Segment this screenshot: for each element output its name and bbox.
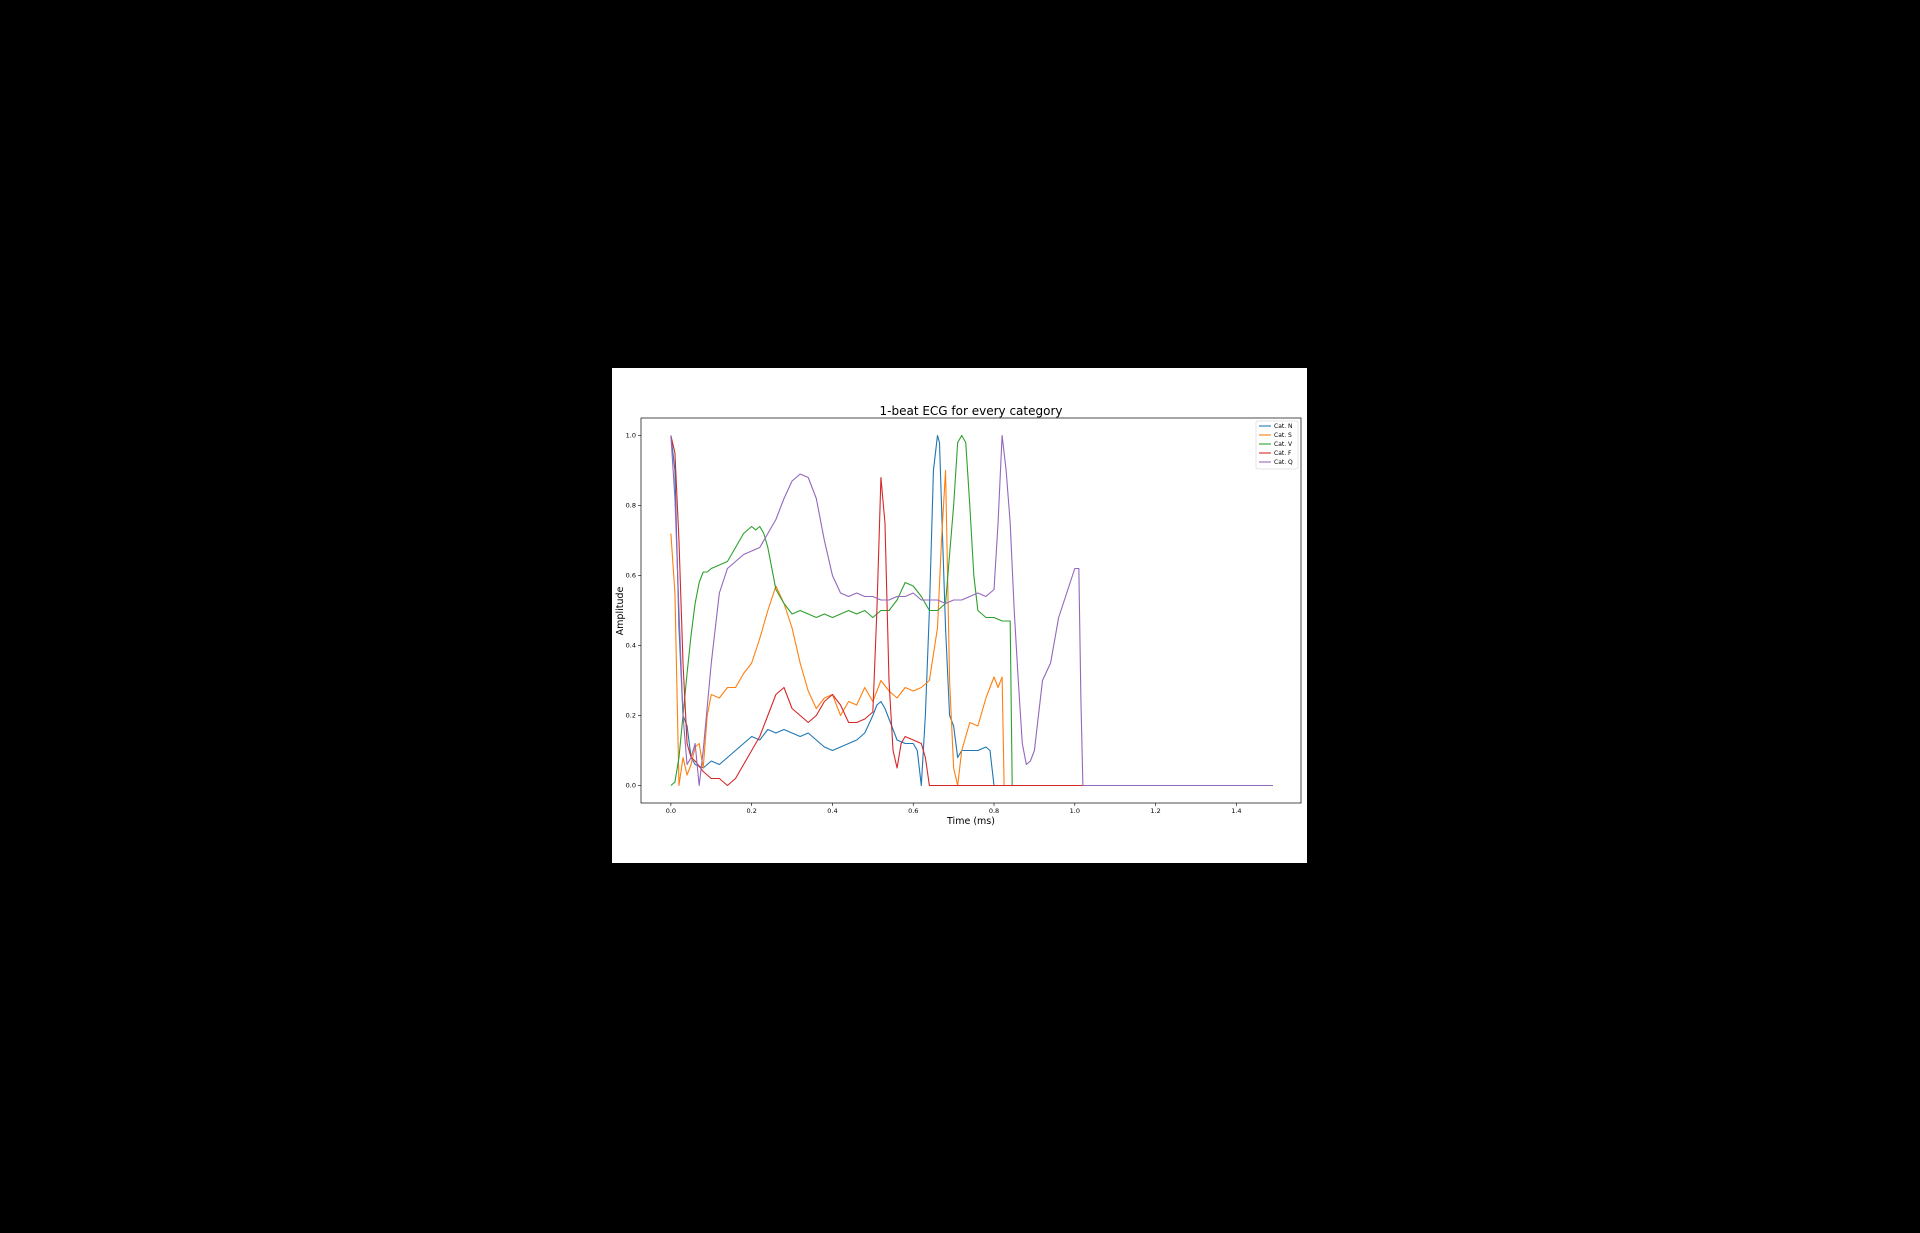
series-lines xyxy=(670,434,1273,787)
legend-label: Cat. N xyxy=(1274,423,1293,430)
series-line-cat-s xyxy=(670,469,1273,787)
chart-title: 1-beat ECG for every category xyxy=(880,404,1063,418)
x-axis-label: Time (ms) xyxy=(946,816,995,827)
plot-area xyxy=(640,417,1302,804)
x-tick-label: 1.0 xyxy=(1070,807,1080,815)
legend-label: Cat. F xyxy=(1274,450,1292,457)
x-tick-label: 1.4 xyxy=(1231,807,1241,815)
y-tick-label: 0.8 xyxy=(626,502,636,510)
x-tick-label: 1.2 xyxy=(1150,807,1160,815)
legend-box xyxy=(1255,420,1299,470)
series-line-cat-q xyxy=(670,434,1273,787)
y-axis-ticks: 0.0 0.2 0.4 0.6 0.8 1.0 xyxy=(626,432,641,790)
y-tick-label: 0.4 xyxy=(626,642,636,650)
y-tick-label: 1.0 xyxy=(626,432,636,440)
y-axis-label: Amplitude xyxy=(615,587,626,636)
series-line-cat-f xyxy=(670,435,1273,787)
x-tick-label: 0.2 xyxy=(747,807,757,815)
series-line-cat-n xyxy=(670,434,1273,787)
x-tick-label: 0.6 xyxy=(908,807,918,815)
figure: 0.0 0.2 0.4 0.6 0.8 1.0 1.2 1.4 0.0 0.2 0.4 0.6 0.8… xyxy=(612,368,1307,863)
legend: Cat. N Cat. S Cat. V Cat. F Cat. Q xyxy=(1255,420,1299,470)
x-tick-label: 0.0 xyxy=(666,807,676,815)
series-line-cat-v xyxy=(670,434,1273,787)
line-chart: 0.0 0.2 0.4 0.6 0.8 1.0 1.2 1.4 0.0 0.2 0.4 0.6 0.8… xyxy=(615,404,1302,827)
x-axis-ticks: 0.0 0.2 0.4 0.6 0.8 1.0 1.2 1.4 xyxy=(666,803,1242,815)
x-tick-label: 0.8 xyxy=(989,807,999,815)
y-tick-label: 0.2 xyxy=(626,712,636,720)
x-tick-label: 0.4 xyxy=(827,807,837,815)
legend-label: Cat. S xyxy=(1274,432,1292,439)
y-tick-label: 0.6 xyxy=(626,572,636,580)
y-tick-label: 0.0 xyxy=(626,782,636,790)
legend-label: Cat. V xyxy=(1274,441,1293,448)
legend-label: Cat. Q xyxy=(1274,459,1293,466)
